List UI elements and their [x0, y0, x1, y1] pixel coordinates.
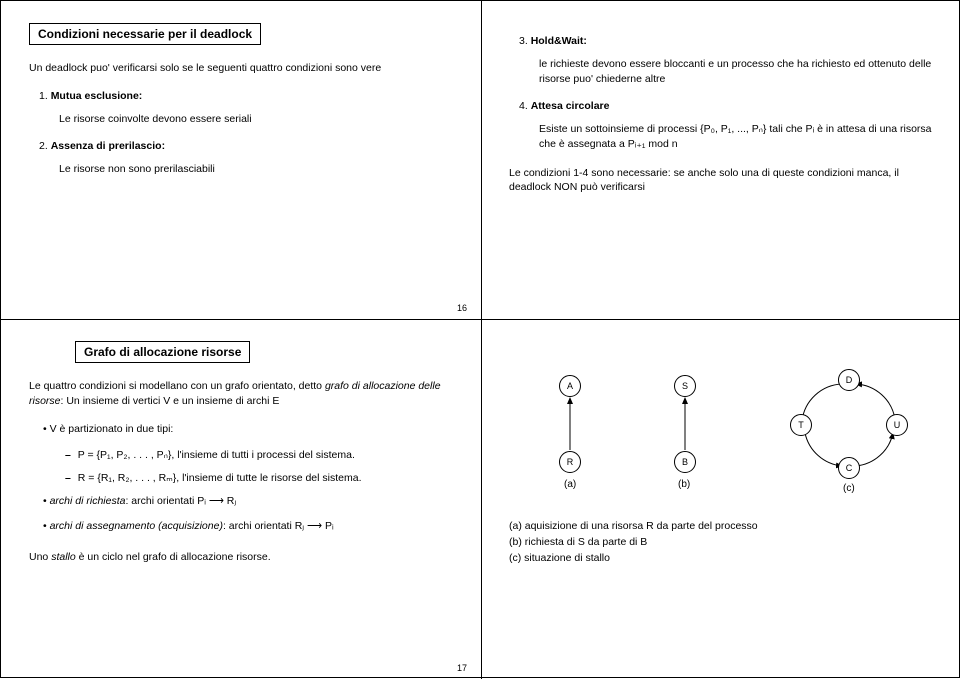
slide-title: Condizioni necessarie per il deadlock	[29, 23, 261, 45]
page-number: 16	[457, 303, 467, 313]
closing-part: è un ciclo nel grafo di allocazione riso…	[76, 551, 271, 563]
node-b: B	[674, 451, 696, 473]
slide-top-left: Condizioni necessarie per il deadlock Un…	[1, 1, 481, 319]
list-item: 4. Attesa circolare	[509, 100, 933, 112]
node-d: D	[838, 369, 860, 391]
page-number: 17	[457, 663, 467, 673]
page: Condizioni necessarie per il deadlock Un…	[0, 0, 960, 678]
item-head: Hold&Wait:	[531, 35, 587, 47]
item-body: le richieste devono essere bloccanti e u…	[539, 57, 933, 86]
legend-line: (c) situazione di stallo	[509, 551, 933, 567]
legend-line: (a) aquisizione di una risorsa R da part…	[509, 519, 933, 535]
graph-para: Le quattro condizioni si modellano con u…	[29, 379, 453, 408]
slide-bottom-left: Grafo di allocazione risorse Le quattro …	[1, 319, 481, 679]
sub-bullet-item: – R = {R₁, R₂, . . . , Rₘ}, l'insieme di…	[65, 471, 453, 486]
node-a: A	[559, 375, 581, 397]
item-head: Attesa circolare	[531, 100, 610, 112]
node-c: C	[838, 457, 860, 479]
slide-title: Grafo di allocazione risorse	[75, 341, 250, 363]
caption-c: (c)	[843, 483, 855, 494]
allocation-diagram: A R (a) S B (b) D T C U (c)	[509, 361, 929, 501]
bullet-item: • archi di richiesta: archi orientati Pᵢ…	[43, 494, 453, 509]
para-part: Le quattro condizioni si modellano con u…	[29, 380, 325, 392]
node-u: U	[886, 414, 908, 436]
item-number: 1.	[39, 90, 48, 102]
item-head: Assenza di prerilascio:	[51, 140, 165, 152]
para-part: : Un insieme di vertici V e un insieme d…	[61, 395, 280, 407]
node-t: T	[790, 414, 812, 436]
slide-top-right: 3. Hold&Wait: le richieste devono essere…	[481, 1, 960, 321]
node-r: R	[559, 451, 581, 473]
item-number: 4.	[519, 100, 528, 112]
list-item: 2. Assenza di prerilascio:	[29, 140, 453, 152]
item-number: 2.	[39, 140, 48, 152]
node-s: S	[674, 375, 696, 397]
closing-part: Uno	[29, 551, 51, 563]
bullet-item: • V è partizionato in due tipi:	[43, 422, 453, 437]
item-body: Esiste un sottoinsieme di processi {P₀, …	[539, 122, 933, 151]
item-body: Le risorse non sono prerilasciabili	[59, 162, 453, 177]
intro-text: Un deadlock puo' verificarsi solo se le …	[29, 61, 453, 76]
sub-bullet-item: – P = {P₁, P₂, . . . , Pₙ}, l'insieme di…	[65, 448, 453, 463]
closing-italic: stallo	[51, 551, 76, 563]
list-item: 1. Mutua esclusione:	[29, 90, 453, 102]
bullet-item: • archi di assegnamento (acquisizione): …	[43, 519, 453, 534]
bullet-italic: archi di richiesta	[50, 495, 126, 507]
caption-b: (b)	[678, 479, 690, 490]
bullet-italic: archi di assegnamento (acquisizione)	[50, 520, 223, 532]
sub-bullet-text: P = {P₁, P₂, . . . , Pₙ}, l'insieme di t…	[78, 449, 355, 461]
item-head: Mutua esclusione:	[51, 90, 143, 102]
caption-a: (a)	[564, 479, 576, 490]
bullet-text: : archi orientati Pᵢ ⟶ Rⱼ	[125, 495, 236, 507]
slide-bottom-right: A R (a) S B (b) D T C U (c) (a) aquisizi…	[481, 319, 960, 679]
footer-text: Le condizioni 1-4 sono necessarie: se an…	[509, 166, 933, 195]
sub-bullet-text: R = {R₁, R₂, . . . , Rₘ}, l'insieme di t…	[78, 472, 362, 484]
item-number: 3.	[519, 35, 528, 47]
closing-text: Uno stallo è un ciclo nel grafo di alloc…	[29, 550, 453, 565]
bullet-text: : archi orientati Rⱼ ⟶ Pᵢ	[223, 520, 334, 532]
legend-line: (b) richiesta di S da parte di B	[509, 535, 933, 551]
item-body: Le risorse coinvolte devono essere seria…	[59, 112, 453, 127]
bullet-text: V è partizionato in due tipi:	[50, 423, 174, 435]
diagram-legend: (a) aquisizione di una risorsa R da part…	[509, 519, 933, 566]
list-item: 3. Hold&Wait:	[509, 35, 933, 47]
